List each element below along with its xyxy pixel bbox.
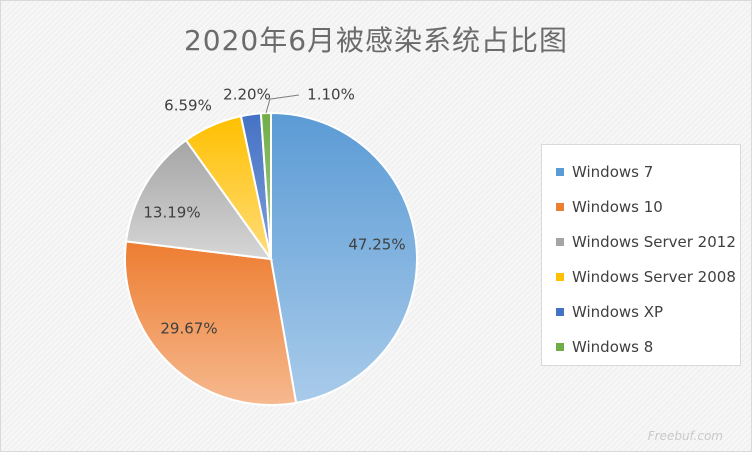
legend-swatch [556, 307, 564, 316]
data-label: 29.67% [160, 320, 217, 338]
legend-item-windows-8: Windows 8 [556, 329, 740, 364]
legend-item-windows-7: Windows 7 [556, 154, 740, 189]
pie-slice-windows-server-2012 [124, 138, 274, 261]
legend-swatch [556, 237, 564, 246]
watermark: Freebuf.com [647, 429, 723, 443]
chart-title: 2020年6月被感染系统占比图 [183, 24, 569, 57]
data-label: 6.59% [164, 97, 212, 115]
legend-swatch [556, 272, 564, 281]
legend: Windows 7 Windows 10 Windows Server 2012… [541, 144, 741, 366]
pie-slice-windows-10 [124, 240, 298, 406]
legend-item-windows-server-2008: Windows Server 2008 [556, 259, 740, 294]
legend-item-windows-10: Windows 10 [556, 189, 740, 224]
legend-item-windows-server-2012: Windows Server 2012 [556, 224, 740, 259]
pie-slice-windows-7 [270, 111, 418, 404]
legend-label: Windows XP [572, 302, 664, 321]
data-label: 13.19% [143, 204, 200, 222]
legend-label: Windows Server 2012 [572, 232, 736, 251]
legend-swatch [556, 342, 564, 351]
data-label: 47.25% [348, 236, 405, 254]
legend-label: Windows 8 [572, 337, 654, 356]
legend-label: Windows 10 [572, 197, 663, 216]
data-label: 2.20% [223, 86, 271, 104]
leader-line [265, 94, 300, 114]
legend-item-windows-xp: Windows XP [556, 294, 740, 329]
legend-label: Windows Server 2008 [572, 267, 736, 286]
legend-label: Windows 7 [572, 162, 654, 181]
legend-swatch [556, 202, 564, 211]
legend-swatch [556, 167, 564, 176]
data-label: 1.10% [307, 86, 355, 104]
pie-slice-windows-8 [259, 111, 272, 260]
